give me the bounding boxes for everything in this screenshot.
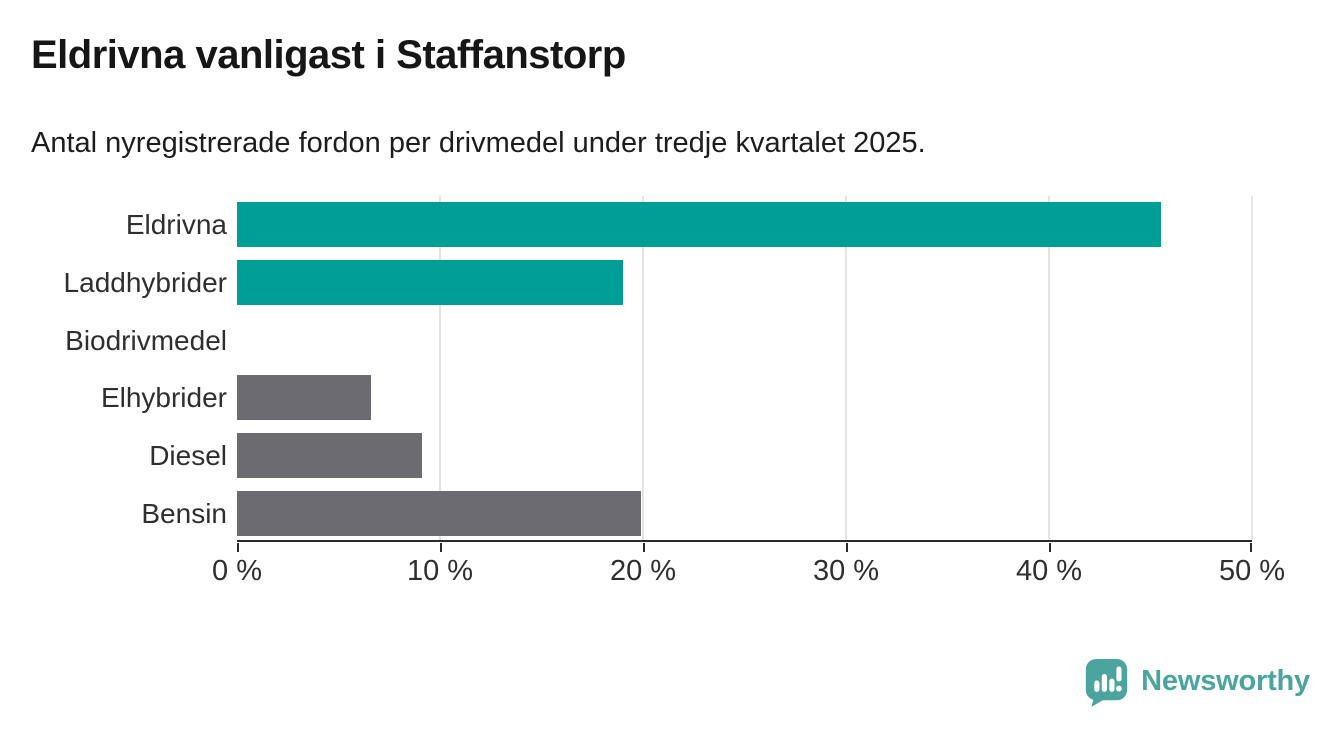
x-axis-tick-0 [237,543,239,552]
x-axis-tick-30 [846,543,848,552]
newsworthy-speech-bubble-icon [1085,658,1128,707]
bar-bensin [237,491,641,536]
category-label-diesel: Diesel [149,439,227,471]
category-label-elhybrider: Elhybrider [100,381,227,413]
x-tick-label-10: 10 % [406,555,474,587]
x-axis-tick-40 [1049,543,1051,552]
gridline-40 [1048,196,1050,540]
bar-elhybrider [237,375,371,420]
x-tick-label-30: 30 % [812,555,880,587]
chart-subtitle: Antal nyregistrerade fordon per drivmede… [31,127,926,159]
category-label-laddhybrider: Laddhybrider [63,266,227,298]
bar-diesel [237,433,422,478]
gridline-30 [845,196,847,540]
gridline-20 [642,196,644,540]
x-axis-tick-50 [1250,543,1252,552]
x-axis-tick-10 [440,543,442,552]
x-tick-label-20: 20 % [609,555,677,587]
bar-eldrivna [237,202,1161,247]
category-label-biodrivmedel: Biodrivmedel [65,324,227,356]
newsworthy-logo: Newsworthy [1083,656,1310,707]
x-axis-tick-20 [643,543,645,552]
newsworthy-wordmark: Newsworthy [1141,665,1310,697]
y-axis-category-labels: Eldrivna Laddhybrider Biodrivmedel Elhybrid… [0,196,227,542]
x-tick-label-0: 0 % [212,555,262,587]
x-tick-label-40: 40 % [1015,555,1083,587]
category-label-eldrivna: Eldrivna [125,208,227,240]
gridline-50 [1251,196,1253,540]
bar-laddhybrider [237,260,623,305]
x-tick-label-50: 50 % [1218,555,1286,587]
gridline-10 [439,196,441,540]
category-label-bensin: Bensin [141,497,227,529]
chart-title: Eldrivna vanligast i Staffanstorp [31,33,626,77]
x-axis: 0 % 10 % 20 % 30 % 40 % 50 % [212,543,1285,593]
plot-area [237,196,1253,542]
